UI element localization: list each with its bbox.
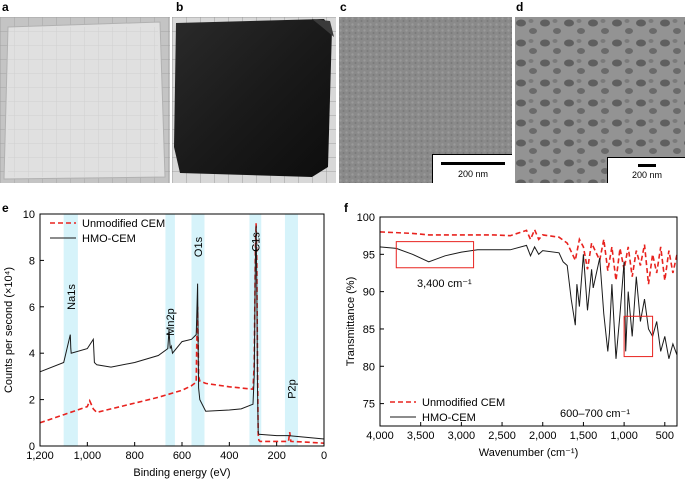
annotation-label: 3,400 cm⁻¹ bbox=[417, 278, 472, 290]
y-axis-label: Transmittance (%) bbox=[345, 277, 357, 366]
x-tick-label: 600 bbox=[173, 450, 191, 462]
panel-letter-c: c bbox=[340, 0, 347, 14]
x-tick-label: 500 bbox=[656, 430, 674, 442]
grid-paper-a bbox=[0, 17, 170, 183]
y-axis-label: Counts per second (×10⁴) bbox=[3, 267, 15, 393]
y-tick-label: 2 bbox=[29, 395, 35, 407]
ftir-chart: 3,400 cm⁻¹ 600–700 cm⁻¹ 4,000 3,500 3,000 2,5… bbox=[345, 212, 678, 459]
peak-band bbox=[165, 214, 175, 446]
x-tick-label: 2,500 bbox=[488, 430, 516, 442]
x-tick-label: 4,000 bbox=[366, 430, 394, 442]
scale-bar-line bbox=[441, 162, 505, 165]
peak-band bbox=[284, 214, 298, 446]
scale-bar-c: 200 nm bbox=[432, 154, 512, 183]
scale-bar-label: 200 nm bbox=[631, 170, 663, 180]
series-line-2 bbox=[39, 225, 325, 440]
panel-letter-e: e bbox=[2, 201, 9, 215]
peak-band bbox=[63, 214, 78, 446]
panel-letter-f: f bbox=[344, 201, 348, 215]
x-tick-label: 1,000 bbox=[610, 430, 638, 442]
y-tick-label: 4 bbox=[29, 348, 35, 360]
legend-label: Unmodified CEM bbox=[422, 397, 505, 409]
y-tick-label: 85 bbox=[363, 324, 375, 336]
y-tick-label: 8 bbox=[29, 255, 35, 267]
x-tick-label: 1,200 bbox=[26, 450, 54, 462]
y-tick-label: 0 bbox=[29, 441, 35, 453]
scale-bar-label: 200 nm bbox=[457, 169, 489, 179]
peak-label: O1s bbox=[193, 236, 205, 257]
series-line-2 bbox=[379, 244, 678, 359]
annotation-box bbox=[623, 315, 654, 358]
x-tick-label: 1,000 bbox=[74, 450, 102, 462]
x-axis-label: Wavenumber (cm⁻¹) bbox=[479, 447, 579, 459]
x-tick-label: 3,000 bbox=[448, 430, 476, 442]
grid-paper-b bbox=[172, 17, 336, 183]
plot-frame bbox=[379, 216, 678, 427]
x-tick-label: 200 bbox=[267, 450, 285, 462]
y-tick-label: 100 bbox=[357, 212, 375, 224]
y-tick-label: 6 bbox=[29, 302, 35, 314]
x-tick-label: 0 bbox=[321, 450, 327, 462]
peak-band bbox=[249, 214, 262, 446]
sem-texture-d bbox=[515, 17, 685, 183]
membrane-photo-hmo bbox=[172, 17, 336, 183]
y-tick-label: 10 bbox=[23, 209, 35, 221]
series-line-1 bbox=[379, 227, 678, 285]
series-line-1 bbox=[39, 223, 325, 444]
legend-label: HMO-CEM bbox=[82, 233, 136, 245]
x-tick-label: 400 bbox=[220, 450, 238, 462]
x-tick-label: 2,000 bbox=[529, 430, 557, 442]
peak-label: Na1s bbox=[66, 284, 78, 310]
scale-bar-line bbox=[638, 164, 656, 167]
x-tick-label: 800 bbox=[125, 450, 143, 462]
sem-image-unmodified: 200 nm bbox=[339, 17, 512, 183]
x-tick-label: 3,500 bbox=[407, 430, 435, 442]
xps-chart: Na1s Mn2p O1s C1s P2p 1,200 1,000 800 600 400 200 0… bbox=[3, 209, 327, 479]
panel-letter-d: d bbox=[516, 0, 524, 14]
y-tick-label: 80 bbox=[363, 361, 375, 373]
y-tick-label: 90 bbox=[363, 287, 375, 299]
sem-image-hmo: 200 nm bbox=[515, 17, 685, 183]
peak-label: Mn2p bbox=[165, 308, 177, 336]
panel-letter-a: a bbox=[2, 0, 9, 14]
scale-bar-d: 200 nm bbox=[607, 157, 685, 183]
peak-label: C1s bbox=[250, 232, 262, 252]
peak-label: P2p bbox=[286, 379, 298, 399]
plot-frame bbox=[39, 213, 325, 447]
x-tick-label: 1,500 bbox=[570, 430, 598, 442]
y-tick-label: 75 bbox=[363, 399, 375, 411]
legend-label: HMO-CEM bbox=[422, 412, 476, 424]
annotation-label: 600–700 cm⁻¹ bbox=[560, 408, 630, 420]
annotation-box bbox=[395, 241, 475, 269]
panel-letter-b: b bbox=[176, 0, 184, 14]
x-axis-label: Binding energy (eV) bbox=[133, 467, 230, 479]
legend-label: Unmodified CEM bbox=[82, 218, 165, 230]
y-tick-label: 95 bbox=[363, 249, 375, 261]
membrane-photo-unmodified bbox=[0, 17, 170, 183]
